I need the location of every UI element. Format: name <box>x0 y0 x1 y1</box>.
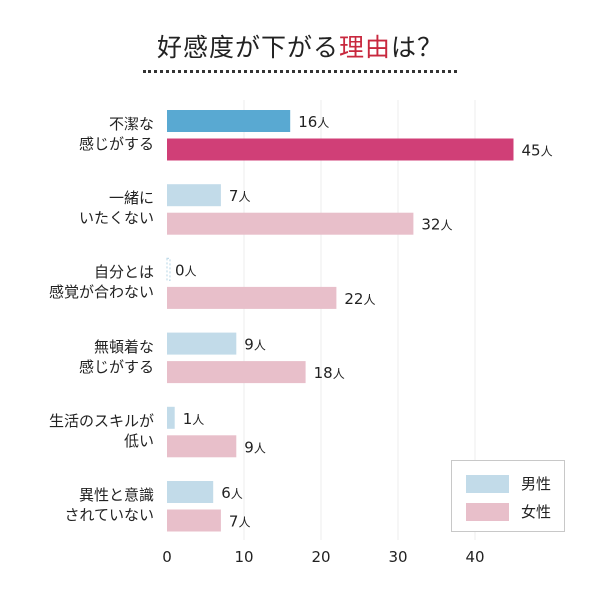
bar-female <box>167 138 514 161</box>
bar-male <box>166 257 171 281</box>
bar-female <box>167 509 221 532</box>
category-label: 無頓着な 感じがする <box>78 337 154 376</box>
category-label: 一緒に いたくない <box>78 189 154 228</box>
data-label: 7人 <box>229 187 251 205</box>
data-label: 0人 <box>175 261 197 279</box>
category-label: 異性と意識 されていない <box>64 486 154 524</box>
legend-label-male: 男性 <box>521 475 552 493</box>
data-label: 22人 <box>344 290 375 308</box>
category-label: 不潔な 感じがする <box>78 115 154 153</box>
chart-title: 好感度が下がる理由は？ <box>0 28 600 64</box>
data-label: 7人 <box>229 513 251 531</box>
x-tick-label: 40 <box>465 548 484 566</box>
bar-male <box>167 110 291 132</box>
x-tick-label: 20 <box>311 548 330 566</box>
bar-male <box>167 184 221 207</box>
title-text: 好感度が下がる <box>156 33 339 62</box>
bar-male <box>167 406 175 429</box>
bar-male <box>167 332 237 355</box>
data-label: 6人 <box>221 484 243 502</box>
data-label: 45人 <box>522 142 553 160</box>
category-label: 自分とは 感覚が合わない <box>48 263 154 302</box>
bar-female <box>167 361 306 384</box>
title-highlight: 理由 <box>338 33 391 62</box>
legend-swatch-male <box>466 474 509 493</box>
data-label: 9人 <box>244 336 266 354</box>
data-label: 32人 <box>421 216 452 234</box>
x-tick-label: 10 <box>234 548 253 566</box>
legend: 男性 女性 <box>451 460 565 532</box>
data-label: 9人 <box>244 438 266 456</box>
x-tick-label: 0 <box>162 548 172 566</box>
bar-female <box>167 286 337 309</box>
data-label: 16人 <box>298 113 329 131</box>
category-label: 生活のスキルが 低い <box>48 411 154 450</box>
x-tick-label: 30 <box>388 548 407 566</box>
legend-swatch-female <box>466 502 509 521</box>
title-suffix: は？ <box>391 33 444 62</box>
data-label: 1人 <box>183 410 205 428</box>
data-label: 18人 <box>314 364 345 382</box>
bar-female <box>167 435 237 458</box>
legend-label-female: 女性 <box>521 503 552 521</box>
bar-female <box>167 212 414 235</box>
legend-item-male: 男性 <box>466 473 551 494</box>
bar-male <box>167 481 214 503</box>
title-divider <box>143 70 457 73</box>
legend-item-female: 女性 <box>466 501 551 522</box>
